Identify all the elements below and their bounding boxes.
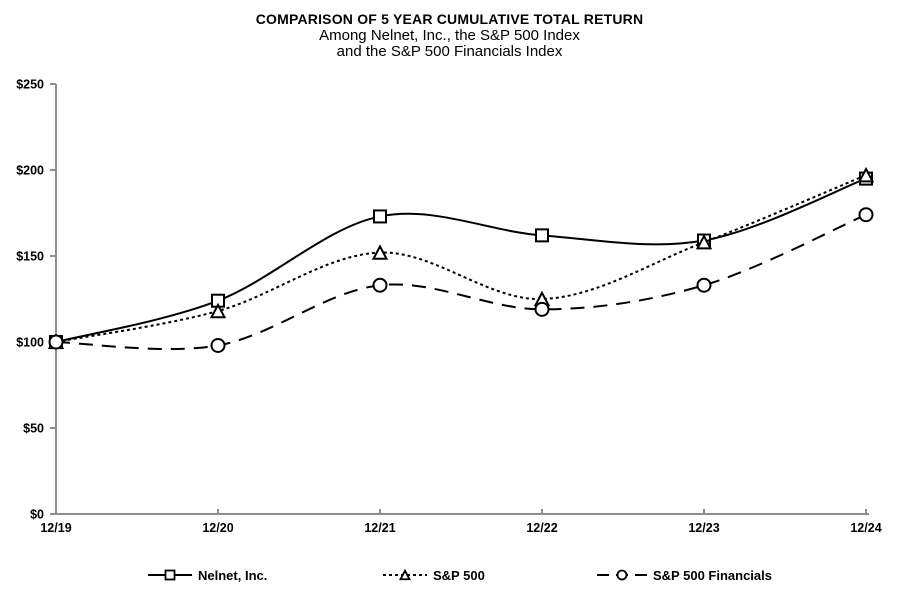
legend-label-sp500: S&P 500	[433, 567, 485, 583]
marker-circle-2	[210, 337, 226, 353]
marker-circle-2	[858, 207, 874, 223]
line-chart-plot: $0 $50 $100 $150 $200 $250 12/19 12/20 12/21 12/2…	[16, 78, 882, 536]
legend-label-nelnet: Nelnet, Inc.	[198, 567, 268, 583]
marker-circle-2	[534, 301, 550, 317]
marker-triangle-1	[695, 233, 713, 250]
x-tick-label: 12/20	[202, 521, 233, 535]
y-tick-label: $200	[16, 164, 44, 178]
x-tick-label: 12/22	[526, 521, 557, 535]
marker-circle-legend-2	[616, 569, 628, 581]
marker-circle-2	[48, 334, 64, 350]
y-tick-label: $150	[16, 250, 44, 264]
chart-header: COMPARISON OF 5 YEAR CUMULATIVE TOTAL RE…	[0, 11, 899, 60]
series-line-1	[55, 174, 867, 343]
series-line-2	[55, 213, 867, 350]
y-tick-label: $100	[16, 336, 44, 350]
chart-legend: Nelnet, Inc. S&P 500 S&P 500 Financials	[0, 566, 899, 584]
legend-label-sp500-financials: S&P 500 Financials	[653, 567, 772, 583]
series-line-0	[55, 177, 867, 343]
legend-sample-dotted-triangle	[383, 568, 427, 581]
chart-title: COMPARISON OF 5 YEAR CUMULATIVE TOTAL RE…	[255, 11, 644, 27]
y-tick-label: $0	[30, 508, 44, 522]
chart-subtitle-line2: and the S&P 500 Financials Index	[336, 43, 563, 60]
marker-triangle-1	[371, 244, 389, 260]
chart-subtitle-line1: Among Nelnet, Inc., the S&P 500 Index	[319, 27, 580, 44]
legend-sample-dashed-circle	[597, 569, 647, 581]
marker-square-legend-0	[164, 569, 176, 581]
legend-sample-solid-square	[148, 569, 192, 581]
marker-triangle-1	[209, 302, 227, 319]
marker-triangle-legend-1	[399, 568, 411, 581]
legend-item-nelnet: Nelnet, Inc.	[148, 566, 267, 584]
x-tick-label: 12/21	[364, 521, 395, 535]
x-tick-label: 12/23	[688, 521, 719, 535]
marker-triangle-1	[857, 166, 875, 183]
marker-square-0	[373, 209, 387, 224]
marker-square-0	[535, 228, 549, 243]
x-tick-label: 12/19	[40, 521, 71, 535]
axis-lines	[55, 84, 869, 515]
legend-item-sp500: S&P 500	[383, 566, 485, 584]
marker-circle-2	[696, 277, 712, 293]
y-tick-label: $250	[16, 78, 44, 92]
x-tick-label: 12/24	[850, 521, 881, 535]
marker-circle-2	[372, 277, 388, 293]
legend-item-sp500-financials: S&P 500 Financials	[597, 566, 772, 584]
y-tick-label: $50	[23, 422, 44, 436]
